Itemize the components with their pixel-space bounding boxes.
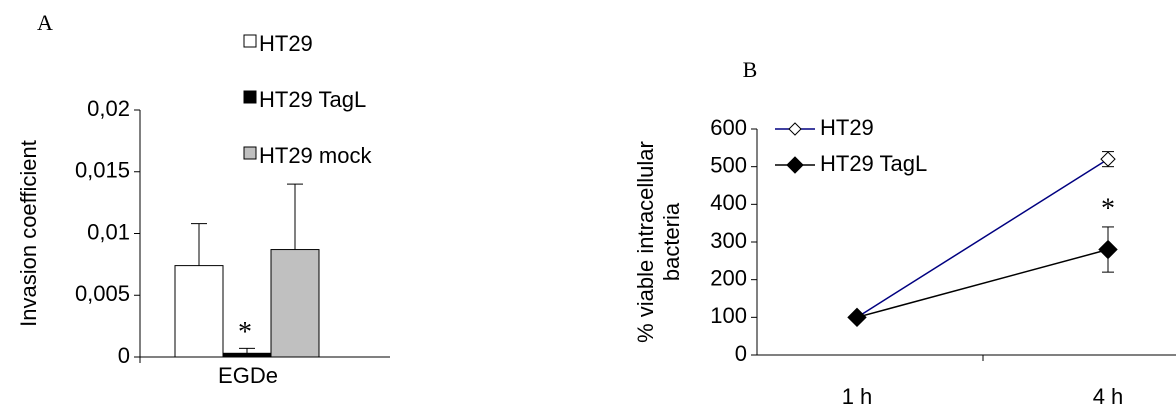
- y-tick-label: 100: [710, 303, 747, 328]
- panel-label: B: [743, 57, 758, 82]
- y-tick-label: 0,005: [75, 281, 130, 306]
- series-line: [856, 158, 1109, 318]
- legend-swatch: [243, 146, 257, 160]
- y-tick-label: 0,01: [87, 219, 130, 244]
- y-tick-label: 0,02: [87, 96, 130, 121]
- y-tick-label: 0: [118, 343, 130, 368]
- y-axis-label: % viable intracellular: [633, 141, 658, 343]
- y-tick-label: 200: [710, 265, 747, 290]
- legend-label: HT29 TagL: [259, 87, 366, 112]
- x-tick-label: EGDe: [218, 363, 278, 388]
- panel-label: A: [37, 10, 53, 35]
- y-tick-label: 500: [710, 152, 747, 177]
- y-axis-label: bacteria: [659, 202, 684, 281]
- bar: [222, 352, 272, 358]
- legend-label: HT29: [259, 31, 313, 56]
- y-tick-label: 0,015: [75, 158, 130, 183]
- bar: [174, 265, 224, 358]
- legend-label: HT29 TagL: [820, 151, 927, 176]
- x-tick-label: 1 h: [842, 384, 873, 409]
- legend-label: HT29: [820, 115, 874, 140]
- legend-marker: [786, 156, 804, 174]
- marker: [1098, 239, 1118, 260]
- bar: [270, 249, 320, 358]
- legend-swatch: [243, 90, 257, 104]
- legend-marker: [788, 122, 802, 136]
- series-line: [856, 248, 1109, 319]
- marker: [847, 307, 867, 328]
- annotation: *: [238, 317, 252, 348]
- annotation: *: [1101, 193, 1115, 224]
- legend-swatch: [243, 34, 257, 48]
- y-tick-label: 600: [710, 115, 747, 140]
- x-tick-label: 4 h: [1093, 384, 1124, 409]
- y-axis-label: Invasion coefficient: [16, 140, 41, 327]
- legend-label: HT29 mock: [259, 143, 372, 168]
- y-tick-label: 0: [735, 341, 747, 366]
- y-tick-label: 400: [710, 190, 747, 215]
- marker: [1100, 151, 1116, 167]
- y-tick-label: 300: [710, 228, 747, 253]
